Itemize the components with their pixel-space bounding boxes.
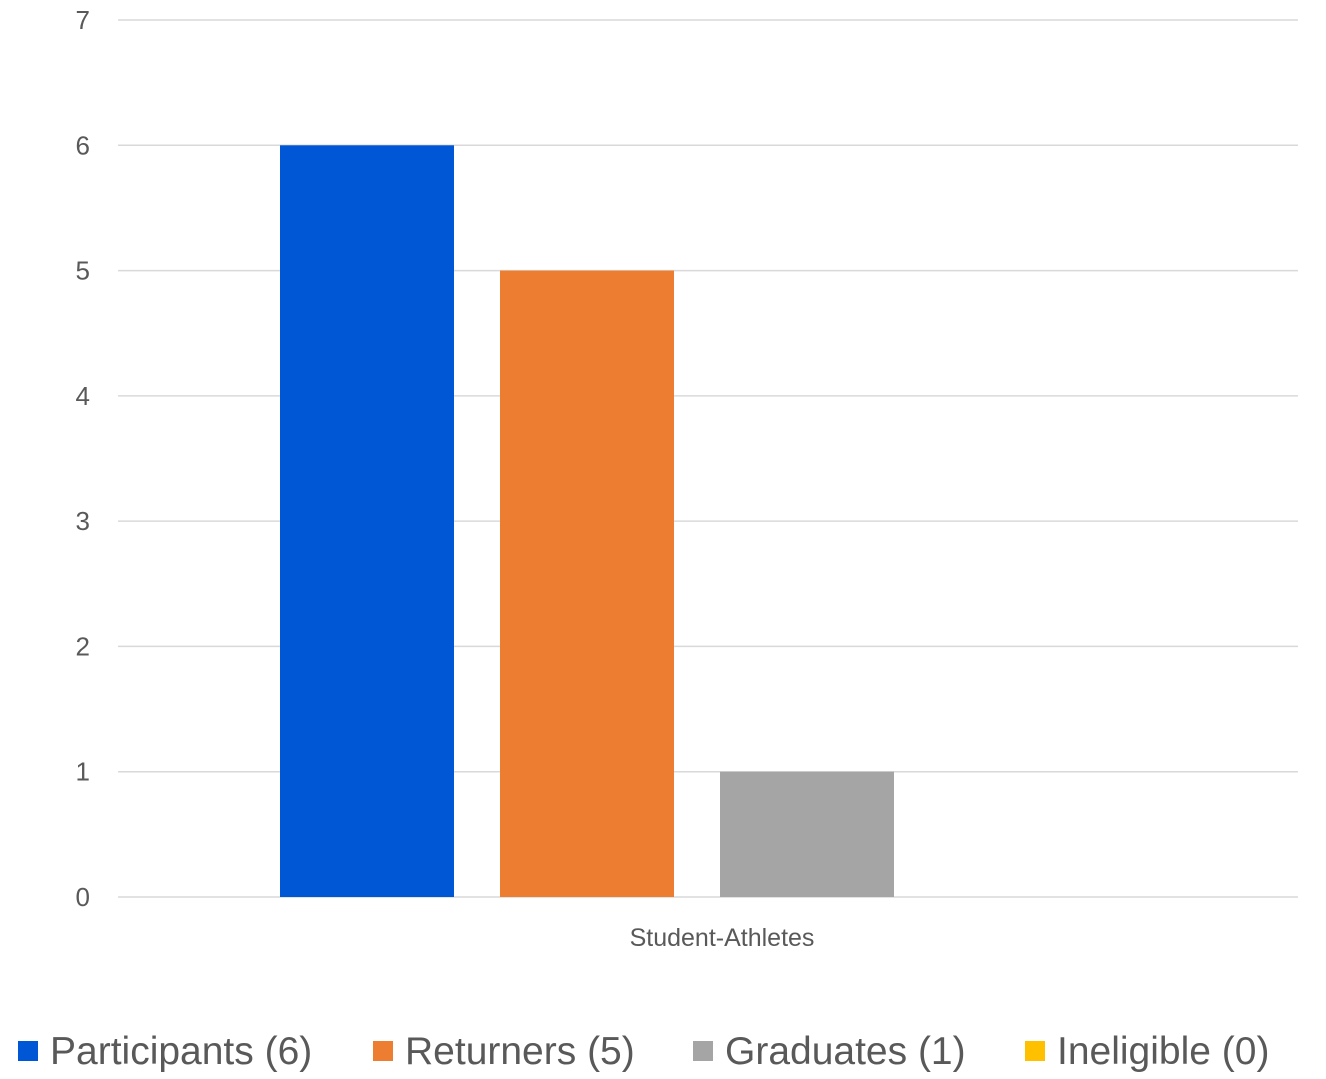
legend-swatch xyxy=(1025,1041,1045,1061)
legend-label: Returners (5) xyxy=(405,1030,635,1073)
legend-label: Participants (6) xyxy=(50,1030,312,1073)
y-tick-label: 7 xyxy=(76,5,90,35)
legend: Participants (6) Returners (5) Graduates (… xyxy=(18,1030,1269,1073)
y-tick-label: 5 xyxy=(76,256,90,286)
y-tick-label: 2 xyxy=(76,631,90,661)
y-axis-ticks: 0 1 2 3 4 5 6 7 xyxy=(76,5,90,912)
bar xyxy=(720,771,894,897)
legend-swatch xyxy=(693,1041,713,1061)
y-tick-label: 0 xyxy=(76,882,90,912)
legend-label: Graduates (1) xyxy=(725,1030,966,1073)
x-category-label: Student-Athletes xyxy=(630,924,815,952)
y-tick-label: 1 xyxy=(76,757,90,787)
legend-swatch xyxy=(18,1041,38,1061)
y-tick-label: 4 xyxy=(76,381,90,411)
y-tick-label: 6 xyxy=(76,130,90,160)
bar xyxy=(280,145,454,898)
x-axis-categories: Student-Athletes xyxy=(630,924,815,952)
legend-swatch xyxy=(373,1041,393,1061)
bars xyxy=(280,145,894,898)
bar xyxy=(500,270,674,898)
y-tick-label: 3 xyxy=(76,506,90,536)
legend-label: Ineligible (0) xyxy=(1057,1030,1269,1073)
